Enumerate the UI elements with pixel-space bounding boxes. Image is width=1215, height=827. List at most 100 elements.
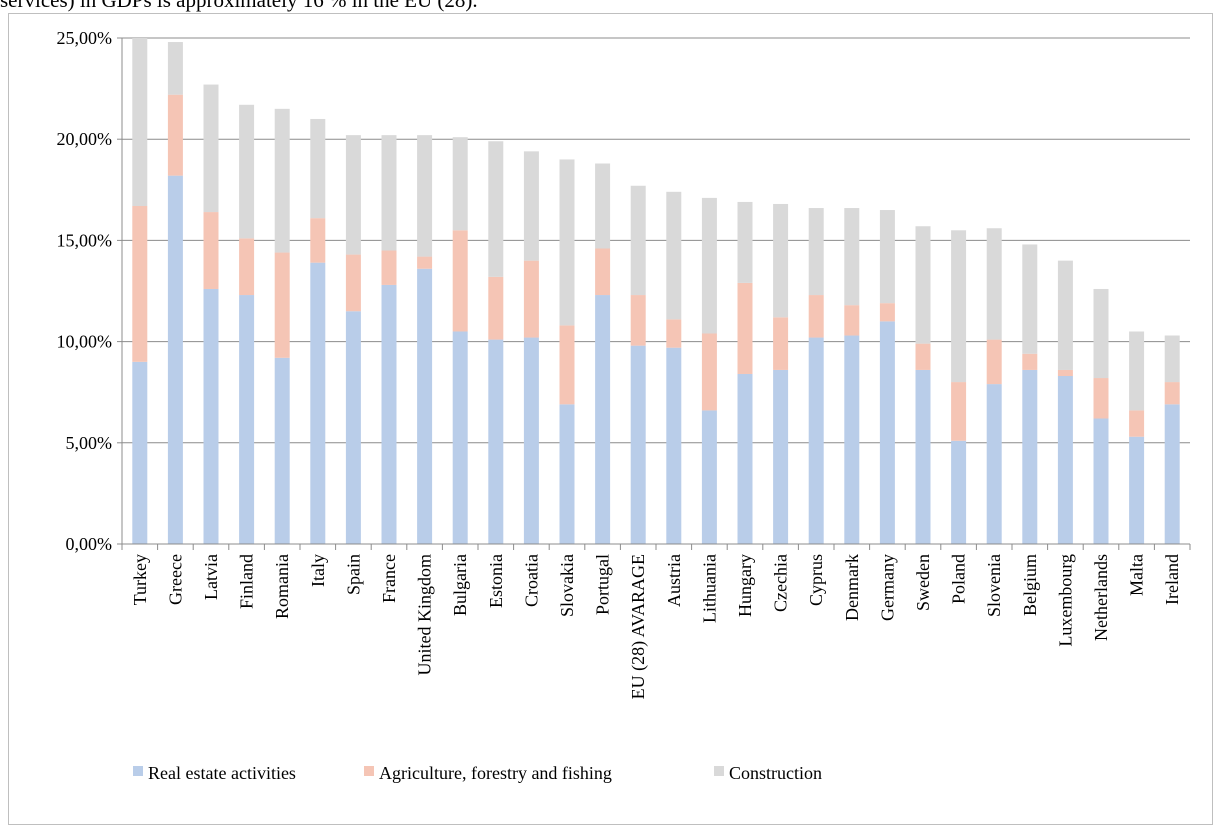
bar-segment-turkey-series-1: [132, 205, 148, 362]
bar-segment-croatia-series-1: [523, 260, 539, 338]
gridlines: [122, 37, 1190, 444]
x-category-label: Latvia: [201, 554, 221, 600]
bar-segment-sweden-series-2: [915, 226, 931, 344]
bar-segment-slovenia-series-0: [986, 384, 1002, 544]
x-category-label: Italy: [308, 554, 328, 587]
bars: [132, 38, 1180, 544]
y-tick-label: 0,00%: [66, 534, 113, 554]
bar-segment-turkey-series-0: [132, 361, 148, 544]
x-category-label: EU (28) AVARAGE: [628, 554, 649, 699]
bar-segment-latvia-series-0: [203, 288, 219, 544]
bar-segment-malta-series-2: [1129, 331, 1145, 411]
bar-segment-slovenia-series-2: [986, 228, 1002, 340]
bar-segment-belgium-series-2: [1022, 244, 1038, 354]
x-category-label: Belgium: [1020, 554, 1040, 616]
x-category-label: Turkey: [130, 554, 150, 605]
x-category-label: Hungary: [735, 554, 755, 617]
bar-segment-portugal-series-2: [595, 163, 611, 249]
bar-segment-spain-series-1: [345, 254, 361, 312]
x-category-label: Sweden: [913, 554, 933, 611]
bar-segment-bulgaria-series-1: [452, 230, 468, 332]
bar-segment-romania-series-2: [274, 108, 290, 253]
bar-segment-bulgaria-series-0: [452, 331, 468, 544]
bar-segment-estonia-series-0: [488, 339, 504, 544]
x-category-label: France: [379, 554, 399, 603]
x-category-label: Poland: [949, 554, 969, 604]
bar-segment-portugal-series-0: [595, 295, 611, 544]
bar-segment-cyprus-series-1: [808, 295, 824, 338]
bar-segment-eu-28-avarage-series-1: [630, 295, 646, 346]
bar-segment-czechia-series-2: [773, 203, 789, 318]
bar-segment-italy-series-1: [310, 218, 326, 263]
bar-segment-estonia-series-2: [488, 141, 504, 277]
bar-segment-ireland-series-1: [1164, 382, 1180, 405]
bar-segment-belgium-series-0: [1022, 369, 1038, 544]
legend-swatch: [133, 766, 143, 776]
y-tick-label: 20,00%: [57, 129, 113, 149]
x-category-label: Spain: [343, 554, 363, 595]
x-axis-labels: Turkey Greece Latvia Finland Romania Italy Spa…: [130, 554, 1182, 699]
bar-segment-finland-series-0: [239, 295, 255, 544]
bar-segment-czechia-series-1: [773, 317, 789, 370]
bar-segment-poland-series-1: [951, 382, 967, 441]
x-category-label: Finland: [237, 554, 257, 609]
bar-segment-germany-series-0: [879, 321, 895, 544]
bar-segment-latvia-series-1: [203, 212, 219, 289]
bar-segment-denmark-series-2: [844, 208, 860, 306]
bar-segment-malta-series-1: [1129, 410, 1145, 437]
x-category-label: Netherlands: [1091, 554, 1111, 641]
x-category-label: Luxembourg: [1055, 554, 1075, 647]
bar-segment-france-series-2: [381, 135, 397, 251]
bar-segment-eu-28-avarage-series-2: [630, 185, 646, 296]
y-tick-label: 10,00%: [57, 332, 113, 352]
bar-segment-greece-series-1: [167, 94, 183, 176]
bar-segment-denmark-series-1: [844, 305, 860, 336]
bar-segment-hungary-series-2: [737, 201, 753, 283]
x-category-label: Croatia: [521, 554, 541, 607]
x-category-label: Germany: [877, 554, 897, 621]
bar-segment-croatia-series-0: [523, 337, 539, 544]
bar-segment-ireland-series-2: [1164, 335, 1180, 383]
bar-segment-romania-series-0: [274, 357, 290, 544]
bar-segment-united-kingdom-series-1: [417, 256, 433, 269]
bar-segment-slovakia-series-2: [559, 159, 575, 326]
bar-segment-slovakia-series-1: [559, 325, 575, 405]
bar-segment-spain-series-2: [345, 135, 361, 255]
legend-label: Construction: [729, 763, 822, 783]
axes: [117, 37, 1191, 550]
bar-segment-netherlands-series-0: [1093, 418, 1109, 544]
bar-segment-bulgaria-series-2: [452, 137, 468, 231]
bar-segment-croatia-series-2: [523, 151, 539, 261]
x-category-label: United Kingdom: [415, 554, 435, 676]
bar-segment-latvia-series-2: [203, 84, 219, 213]
x-category-label: Cyprus: [806, 554, 826, 606]
bar-segment-italy-series-0: [310, 262, 326, 544]
bar-segment-netherlands-series-2: [1093, 288, 1109, 379]
bar-segment-cyprus-series-0: [808, 337, 824, 544]
bar-segment-austria-series-0: [666, 347, 682, 544]
bar-segment-greece-series-2: [167, 42, 183, 95]
legend: Real estate activities Agriculture, fores…: [133, 763, 822, 783]
bar-segment-cyprus-series-2: [808, 208, 824, 296]
x-category-label: Slovakia: [557, 554, 577, 617]
y-tick-label: 5,00%: [66, 433, 113, 453]
bar-segment-italy-series-2: [310, 118, 326, 219]
legend-label: Real estate activities: [148, 763, 296, 783]
legend-swatch: [364, 766, 374, 776]
x-category-label: Slovenia: [984, 554, 1004, 617]
bar-segment-france-series-0: [381, 284, 397, 544]
bar-segment-sweden-series-1: [915, 343, 931, 370]
bar-segment-lithuania-series-0: [701, 410, 717, 544]
bar-segment-belgium-series-1: [1022, 353, 1038, 370]
bar-segment-hungary-series-0: [737, 373, 753, 544]
bar-segment-denmark-series-0: [844, 335, 860, 544]
bar-segment-luxembourg-series-1: [1057, 369, 1073, 377]
bar-segment-united-kingdom-series-0: [417, 268, 433, 544]
x-category-label: Estonia: [486, 554, 506, 608]
chart-frame: [8, 13, 1213, 825]
bar-segment-romania-series-1: [274, 252, 290, 358]
y-tick-label: 25,00%: [57, 28, 113, 48]
x-category-label: Austria: [664, 554, 684, 607]
x-category-label: Denmark: [842, 554, 862, 621]
